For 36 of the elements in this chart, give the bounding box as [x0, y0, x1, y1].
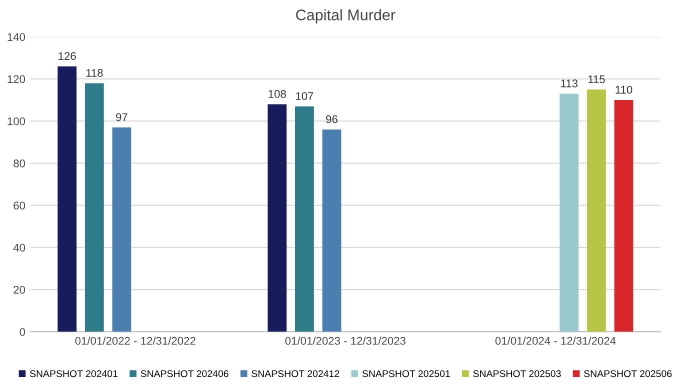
y-tick-label: 0: [20, 328, 26, 336]
bar: [84, 83, 104, 332]
bar: [560, 94, 579, 332]
y-tick-label: 80: [14, 160, 26, 168]
legend-label: SNAPSHOT 202406: [140, 370, 228, 378]
y-tick-label: 60: [14, 202, 26, 210]
bar: [295, 106, 314, 332]
bar: [322, 130, 342, 332]
data-label: 96: [326, 115, 338, 124]
legend-label: SNAPSHOT 202401: [30, 370, 118, 378]
y-tick-label: 120: [8, 75, 26, 84]
legend-label: SNAPSHOT 202503: [473, 370, 561, 378]
x-tick-label: 01/01/2023 - 12/31/2023: [285, 336, 406, 345]
data-label: 126: [58, 52, 76, 60]
legend-label: SNAPSHOT 202412: [252, 370, 340, 378]
legend-label: SNAPSHOT 202506: [584, 370, 672, 378]
bar: [587, 90, 606, 332]
x-tick-label: 01/01/2024 - 12/31/2024: [495, 336, 616, 345]
data-label: 115: [588, 75, 605, 84]
data-label: 110: [616, 86, 632, 94]
y-tick-label: 20: [14, 286, 26, 294]
x-tick-label: 01/01/2022 - 12/31/2022: [75, 336, 196, 345]
bar: [614, 100, 634, 332]
data-label: 118: [86, 68, 103, 77]
y-tick-label: 140: [8, 33, 26, 41]
bar: [112, 127, 132, 332]
chart-title: Capital Murder: [296, 9, 396, 24]
bar: [268, 104, 287, 332]
y-tick-label: 100: [8, 117, 26, 126]
data-label: 107: [296, 92, 314, 100]
bar: [58, 66, 77, 332]
y-tick-label: 40: [13, 244, 26, 252]
data-label: 108: [268, 90, 286, 98]
data-label: 113: [561, 80, 578, 88]
data-label: 97: [116, 113, 128, 122]
legend-label: SNAPSHOT 202501: [362, 370, 450, 378]
